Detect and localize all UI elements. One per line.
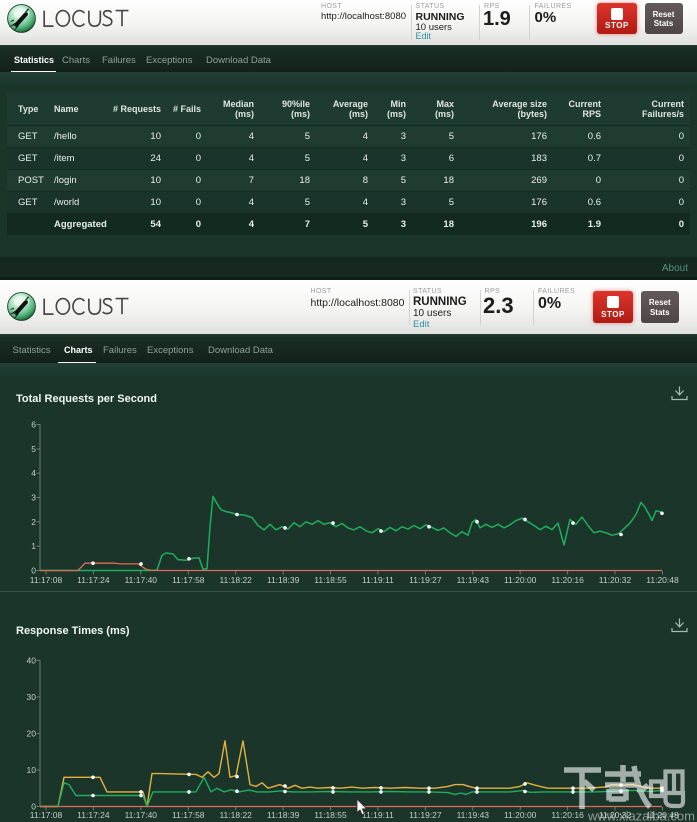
svg-text:3: 3 [31,493,36,503]
svg-text:11:19:27: 11:19:27 [409,810,442,820]
svg-text:5: 5 [31,444,36,454]
svg-text:11:17:58: 11:17:58 [172,810,205,820]
svg-text:11:18:39: 11:18:39 [267,810,300,820]
svg-text:11:17:08: 11:17:08 [30,810,63,820]
svg-text:40: 40 [27,655,37,665]
svg-text:0: 0 [31,566,36,576]
svg-text:11:20:48: 11:20:48 [646,810,679,820]
svg-text:11:20:48: 11:20:48 [646,575,679,585]
svg-text:11:18:55: 11:18:55 [314,575,347,585]
svg-text:11:20:16: 11:20:16 [551,810,584,820]
svg-text:11:17:40: 11:17:40 [125,575,158,585]
svg-text:0: 0 [31,802,36,812]
svg-text:11:20:32: 11:20:32 [599,575,632,585]
svg-text:11:17:08: 11:17:08 [30,575,63,585]
svg-text:11:18:22: 11:18:22 [219,810,252,820]
svg-text:20: 20 [27,729,37,739]
svg-text:Response Times (ms): Response Times (ms) [16,625,130,637]
svg-text:2: 2 [31,517,36,527]
svg-text:11:19:43: 11:19:43 [457,575,490,585]
svg-text:11:19:11: 11:19:11 [362,575,394,585]
svg-text:11:18:55: 11:18:55 [314,810,347,820]
svg-text:1: 1 [31,541,36,551]
svg-text:11:17:40: 11:17:40 [125,810,158,820]
svg-text:www.xiazaiba.com: www.xiazaiba.com [587,809,695,822]
svg-text:Total Requests per Second: Total Requests per Second [16,393,157,405]
svg-text:11:17:24: 11:17:24 [77,575,110,585]
svg-text:30: 30 [27,692,37,702]
svg-text:11:19:27: 11:19:27 [409,575,442,585]
svg-text:11:19:11: 11:19:11 [362,810,394,820]
svg-text:11:17:24: 11:17:24 [77,810,110,820]
svg-text:11:20:00: 11:20:00 [504,575,537,585]
svg-text:11:19:43: 11:19:43 [457,810,490,820]
svg-text:11:18:22: 11:18:22 [219,575,252,585]
svg-text:10: 10 [27,765,37,775]
svg-text:4: 4 [31,468,36,478]
svg-text:11:17:58: 11:17:58 [172,575,205,585]
svg-text:11:18:39: 11:18:39 [267,575,300,585]
svg-text:11:20:16: 11:20:16 [551,575,584,585]
svg-text:11:20:32: 11:20:32 [599,810,632,820]
svg-text:6: 6 [31,420,36,430]
svg-text:11:20:00: 11:20:00 [504,810,537,820]
